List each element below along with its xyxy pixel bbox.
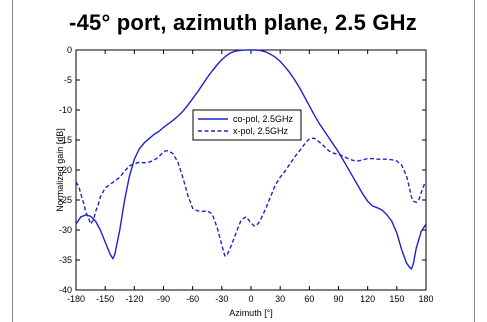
y-tick-label: 0 (67, 45, 72, 55)
legend-label-co-pol: co-pol, 2.5GHz (233, 114, 294, 124)
x-tick-label: -150 (96, 294, 114, 304)
x-axis-label: Azimuth [°] (229, 308, 273, 318)
right-panel-edge (474, 0, 485, 322)
y-tick-label: -10 (59, 105, 72, 115)
y-tick-label: -40 (59, 285, 72, 295)
y-axis-label: Normalized gain [dB] (55, 128, 65, 212)
legend-label-x-pol: x-pol, 2.5GHz (233, 126, 289, 136)
axes-box (75, 49, 427, 291)
x-tick-label: 120 (360, 294, 375, 304)
y-tick-label: -35 (59, 255, 72, 265)
y-tick-label: -25 (59, 195, 72, 205)
x-tick-label: -90 (157, 294, 170, 304)
legend: co-pol, 2.5GHz x-pol, 2.5GHz (192, 109, 302, 141)
x-ticks: -180 -150 -120 -90 -60 -30 0 30 60 90 120 150 180 (67, 50, 434, 304)
y-tick-label: -15 (59, 135, 72, 145)
x-tick-label: 30 (275, 294, 285, 304)
x-tick-label: 150 (389, 294, 404, 304)
x-tick-label: 60 (304, 294, 314, 304)
legend-box (192, 109, 302, 141)
x-tick-label: -180 (67, 294, 85, 304)
y-ticks: 0 -5 -10 -15 -20 -25 -30 -35 -40 (59, 45, 426, 295)
series-line-co-pol (75, 49, 427, 270)
x-tick-label: 180 (418, 294, 433, 304)
y-tick-label: -5 (64, 75, 72, 85)
y-tick-label: -30 (59, 225, 72, 235)
y-tick-label: -20 (59, 165, 72, 175)
chart-title: -45° port, azimuth plane, 2.5 GHz (69, 10, 417, 35)
x-tick-label: 90 (333, 294, 343, 304)
x-tick-label: -30 (215, 294, 228, 304)
x-tick-label: 0 (248, 294, 253, 304)
left-panel-edge (2, 0, 13, 322)
x-tick-label: -120 (125, 294, 143, 304)
x-tick-label: -60 (186, 294, 199, 304)
series-lines (75, 49, 427, 270)
series-line-x-pol (75, 137, 427, 257)
